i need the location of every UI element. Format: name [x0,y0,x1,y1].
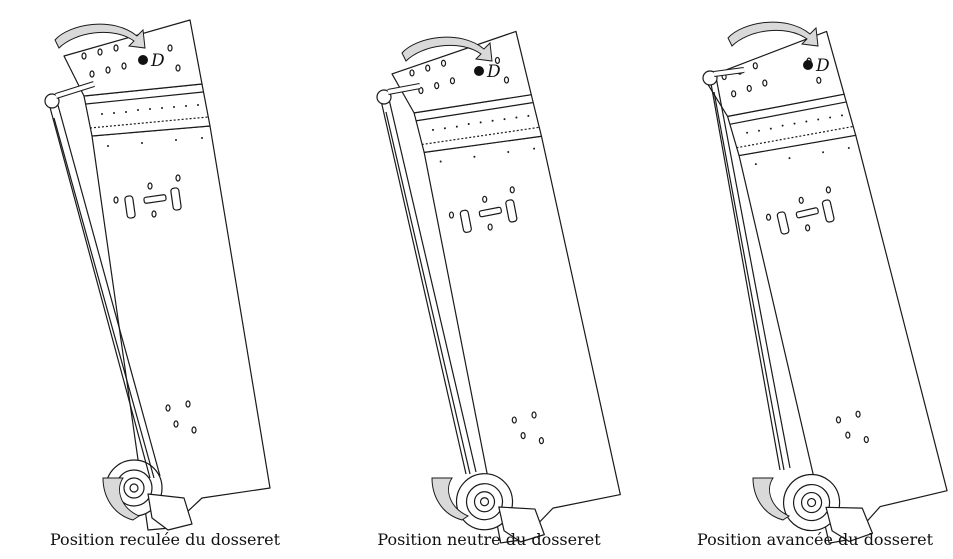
arrow-rotate-icon [727,21,819,47]
panel-avancee: D Position avancée du dosseret [697,21,952,552]
gas-strut-avancee [702,67,791,471]
panel-neutre: D Position neutre du dosseret [376,26,624,549]
caption-avancee: Position avancée du dosseret [697,530,934,549]
gas-strut-neutre [376,83,477,475]
caption-reculee: Position reculée du dosseret [50,530,281,549]
point-label: D [486,62,501,82]
point-label: D [150,51,165,71]
backrest-mechanism-avancee [700,23,952,552]
arrow-rotate-icon [54,23,146,49]
backrest-mechanism-neutre [389,26,624,548]
point-label: D [815,56,830,76]
panel-reculee: D Position reculée du dosseret [44,19,281,549]
point-marker [138,55,148,65]
point-marker [474,66,484,76]
point-marker [803,60,813,70]
gas-strut-reculee [44,81,161,479]
caption-neutre: Position neutre du dosseret [377,530,601,549]
